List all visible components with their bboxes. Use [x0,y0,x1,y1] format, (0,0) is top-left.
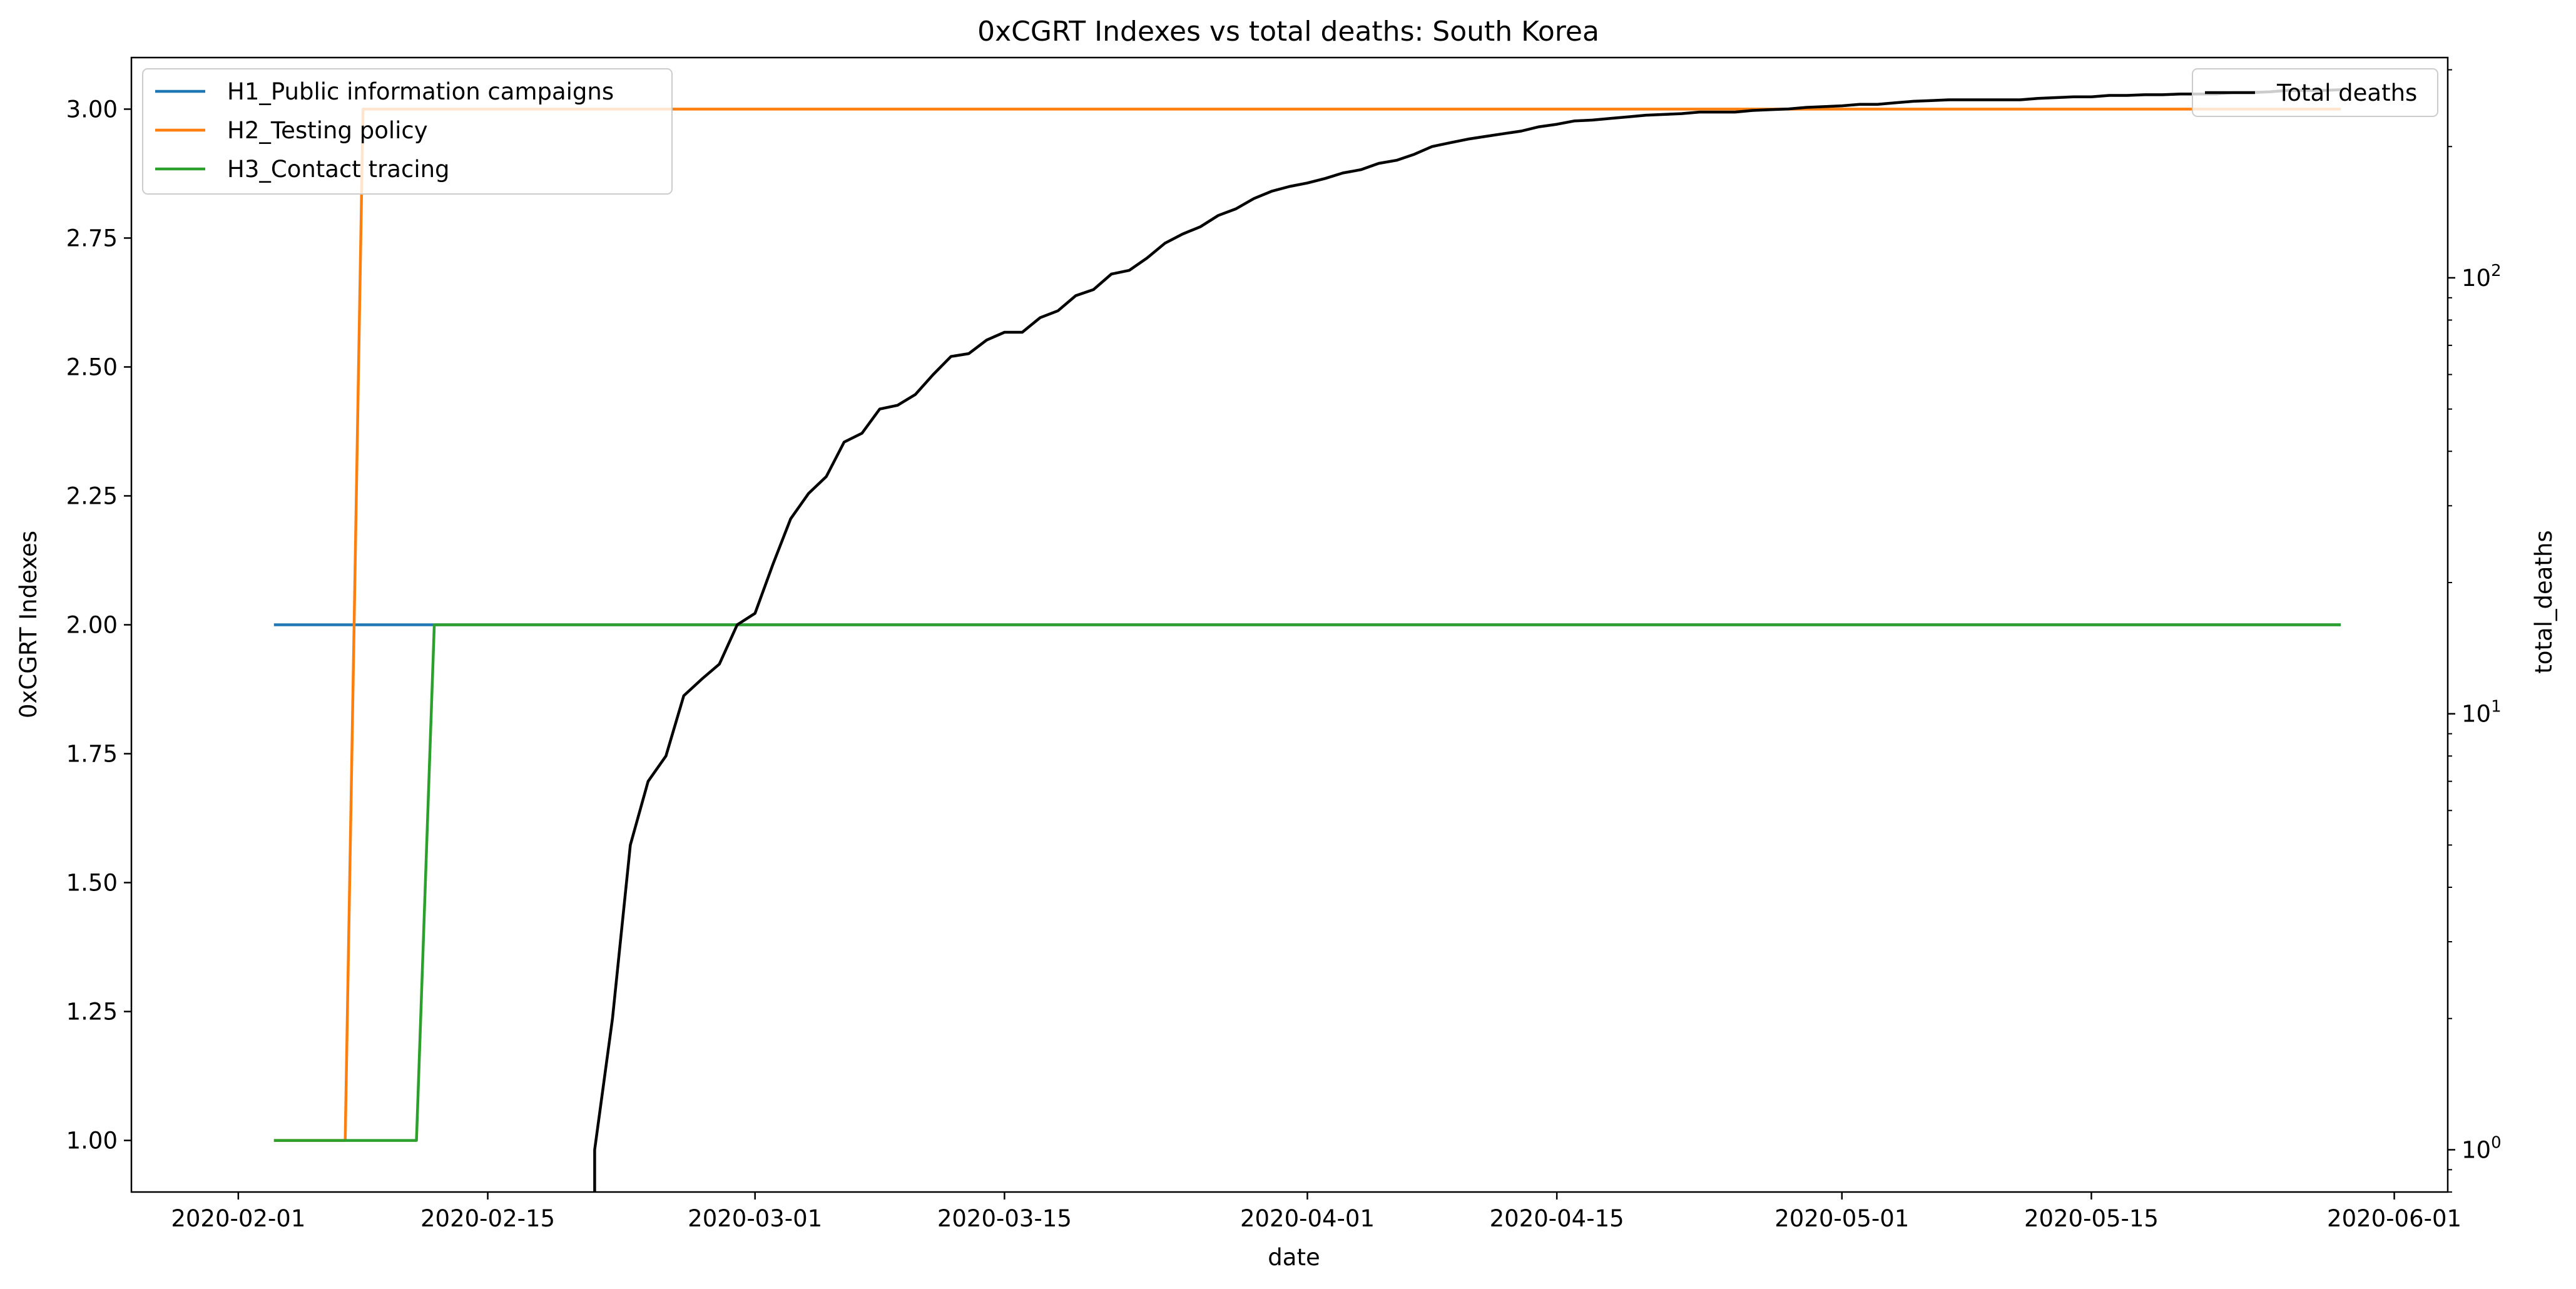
x-tick-label: 2020-06-01 [2327,1205,2461,1232]
x-axis-ticks: 2020-02-01 2020-02-15 2020-03-01 2020-03-15… [171,1192,2461,1232]
y-tick-label: 2.50 [66,354,118,380]
x-tick-label: 2020-04-01 [1240,1205,1375,1232]
y-tick-label: 2.00 [66,612,118,639]
x-tick-label: 2020-03-15 [937,1205,1072,1232]
y-tick-label: 2.25 [66,482,118,509]
legend-h2-label: H2_Testing policy [227,117,428,144]
legend-h1-label: H1_Public information campaigns [227,78,614,105]
legend-left: H1_Public information campaigns H2_Testi… [142,68,673,195]
y2-tick-exponent: 1 [2491,698,2502,716]
legend-h3-label: H3_Contact tracing [227,156,450,183]
legend-deaths-label: Total deaths [2276,79,2417,106]
plot-lines [273,88,2341,1192]
x-tick-label: 2020-04-15 [1490,1205,1624,1232]
y-tick-label: 1.75 [66,741,118,768]
y2-axis-label: total_deaths [2530,530,2557,673]
y-tick-label: 3.00 [66,96,118,123]
y2-tick-exponent: 0 [2491,1133,2502,1152]
total-deaths-line [593,88,2341,1192]
x-tick-label: 2020-03-01 [688,1205,822,1232]
y2-tick-exponent: 2 [2491,262,2502,280]
x-tick-label: 2020-05-01 [1774,1205,1909,1232]
x-axis-label: date [1268,1244,1320,1271]
y-tick-label: 1.00 [66,1128,118,1154]
chart-title: 0xCGRT Indexes vs total deaths: South Ko… [977,16,1599,48]
y-axis-label: 0xCGRT Indexes [15,531,42,718]
y-tick-label: 1.25 [66,999,118,1026]
y-tick-label: 2.75 [66,225,118,252]
y-tick-label: 1.50 [66,870,118,897]
x-tick-label: 2020-05-15 [2024,1205,2159,1232]
h3-contact-tracing-line [273,623,2341,1142]
y-axis-ticks: 1.00 1.25 1.50 1.75 2.00 2.25 2.50 2.75 3.00 [66,96,131,1154]
x-tick-label: 2020-02-01 [171,1205,305,1232]
legend-left-box [142,68,673,195]
x-tick-label: 2020-02-15 [420,1205,555,1232]
legend-right: Total deaths [2192,68,2438,117]
legend-right-box [2192,68,2438,117]
